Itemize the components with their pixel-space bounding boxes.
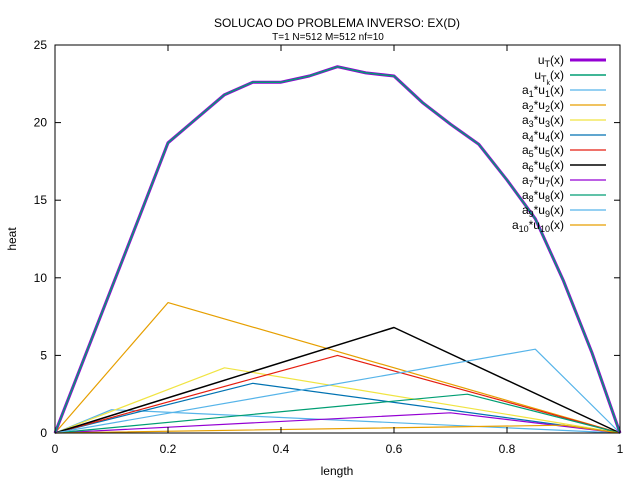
- legend: uT(x)uTk(x)a1*u1(x)a2*u2(x)a3*u3(x)a4*u4…: [512, 53, 606, 234]
- legend-label-8: a6*u6(x): [522, 158, 564, 174]
- legend-label-6: a4*u4(x): [522, 128, 564, 144]
- y-tick-label: 10: [34, 271, 48, 285]
- x-axis-label: length: [321, 464, 354, 478]
- series-layer: [53, 65, 622, 434]
- series-line-8: [54, 326, 621, 434]
- legend-label-12: a10*u10(x): [512, 218, 564, 234]
- chart-subtitle: T=1 N=512 M=512 nf=10: [272, 32, 384, 43]
- plot-frame: [54, 44, 621, 434]
- series-line-6: [54, 382, 621, 434]
- x-tick-label: 0.6: [386, 442, 403, 456]
- legend-label-3: a1*u1(x): [522, 83, 564, 99]
- series-line-10: [54, 393, 621, 434]
- series-line-5: [54, 367, 621, 434]
- y-tick-label: 20: [34, 116, 48, 130]
- legend-label-4: a2*u2(x): [522, 98, 564, 114]
- legend-label-5: a3*u3(x): [522, 113, 564, 129]
- y-tick-label: 5: [40, 348, 47, 362]
- legend-label-10: a8*u8(x): [522, 188, 564, 204]
- legend-label-7: a5*u5(x): [522, 143, 564, 159]
- legend-label-2: uTk(x): [534, 68, 564, 87]
- y-tick-label: 25: [34, 38, 48, 52]
- legend-label-11: a9*u9(x): [522, 203, 564, 219]
- x-tick-label: 0.2: [160, 442, 177, 456]
- series-line-7: [54, 354, 621, 434]
- x-tick-label: 0: [52, 442, 59, 456]
- legend-label-9: a7*u7(x): [522, 173, 564, 189]
- series-line-4: [54, 302, 621, 434]
- y-axis-label: heat: [5, 227, 19, 251]
- series-line-11: [54, 348, 621, 434]
- series-line-12: [54, 424, 621, 434]
- y-tick-label: 0: [40, 426, 47, 440]
- x-tick-label: 0.8: [499, 442, 516, 456]
- x-tick-label: 1: [617, 442, 624, 456]
- series-line-9: [54, 412, 621, 434]
- series-line-2: [54, 65, 621, 434]
- chart-title: SOLUCAO DO PROBLEMA INVERSO: EX(D): [214, 16, 460, 30]
- x-tick-label: 0.4: [273, 442, 290, 456]
- legend-label-1: uT(x): [538, 53, 564, 69]
- y-tick-label: 15: [34, 193, 48, 207]
